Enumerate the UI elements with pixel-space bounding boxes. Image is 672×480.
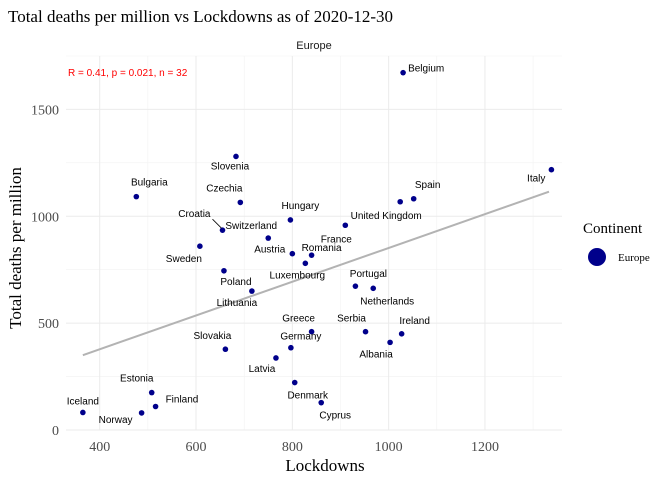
point-label-austria: Austria [254, 245, 286, 256]
point-label-netherlands: Netherlands [360, 296, 414, 307]
y-axis-title: Total deaths per million [6, 167, 25, 329]
legend-label-europe: Europe [618, 252, 650, 264]
point-finland [152, 403, 159, 410]
point-lithuania [249, 288, 255, 294]
point-serbia [362, 328, 369, 335]
point-label-iceland: Iceland [67, 396, 99, 407]
point-sweden [197, 243, 203, 250]
point-latvia [273, 355, 279, 361]
point-greece [308, 328, 315, 335]
point-label-slovenia: Slovenia [211, 161, 250, 172]
point-estonia [148, 389, 155, 396]
point-label-bulgaria: Bulgaria [131, 178, 168, 189]
point-label-estonia: Estonia [120, 374, 154, 385]
point-austria [289, 250, 296, 257]
point-label-denmark: Denmark [287, 391, 329, 402]
point-label-france: France [321, 234, 353, 245]
point-poland [221, 267, 227, 274]
point-label-portugal: Portugal [350, 269, 387, 280]
point-label-united-kingdom: United Kingdom [351, 211, 422, 222]
point-bulgaria [133, 193, 140, 200]
x-tick-label: 600 [186, 440, 207, 455]
point-label-sweden: Sweden [166, 254, 202, 265]
trend-line-group [82, 190, 550, 357]
point-united-kingdom [397, 198, 403, 205]
point-label-hungary: Hungary [281, 201, 319, 212]
point-label-romania: Romania [302, 243, 342, 254]
point-slovenia [233, 153, 239, 160]
point-label-latvia: Latvia [249, 364, 276, 375]
legend-title: Continent [583, 221, 643, 237]
point-france [342, 222, 349, 229]
croatia-leader-line [212, 218, 222, 229]
point-albania [387, 339, 393, 346]
gridlines [66, 55, 562, 431]
x-tick-label: 1000 [375, 440, 403, 455]
point-label-greece: Greece [282, 314, 315, 325]
point-norway [138, 410, 145, 416]
point-slovakia [222, 346, 229, 353]
facet-strip-label: Europe [296, 40, 331, 52]
data-points [80, 69, 555, 416]
y-tick-label: 1500 [31, 103, 59, 118]
regression-line [82, 190, 550, 357]
point-label-belgium: Belgium [408, 64, 444, 75]
y-tick-label: 0 [52, 424, 59, 439]
point-belgium [400, 69, 406, 76]
x-tick-label: 1200 [471, 440, 499, 455]
legend-key-europe [588, 248, 606, 266]
point-hungary [287, 217, 294, 223]
point-label-croatia: Croatia [178, 209, 211, 220]
point-portugal [352, 283, 359, 289]
point-ireland [398, 331, 405, 337]
point-netherlands [370, 285, 377, 292]
point-label-albania: Albania [359, 349, 393, 360]
point-label-cyprus: Cyprus [319, 411, 351, 422]
point-cyprus [318, 399, 325, 406]
point-label-lithuania: Lithuania [217, 298, 258, 309]
x-axis-title: Lockdowns [285, 456, 364, 475]
point-croatia [219, 227, 226, 233]
point-label-finland: Finland [166, 394, 199, 405]
chart-title: Total deaths per million vs Lockdowns as… [8, 7, 393, 26]
point-luxembourg [302, 260, 309, 267]
point-denmark [291, 379, 298, 386]
point-czechia [237, 199, 244, 206]
y-tick-label: 500 [38, 317, 59, 332]
axis-ticks: 400 600 800 1000 1200 0 500 1000 1500 [31, 103, 499, 455]
x-tick-label: 800 [282, 440, 303, 455]
point-label-spain: Spain [415, 180, 441, 191]
point-label-slovakia: Slovakia [193, 331, 231, 342]
legend: Continent Europe [583, 221, 650, 266]
point-label-luxembourg: Luxembourg [270, 270, 326, 281]
point-label-serbia: Serbia [337, 314, 366, 325]
point-spain [410, 195, 417, 202]
point-label-norway: Norway [99, 415, 133, 426]
point-iceland [80, 409, 86, 416]
point-italy [548, 166, 555, 173]
point-label-poland: Poland [220, 277, 251, 288]
point-label-italy: Italy [527, 174, 545, 185]
point-label-switzerland: Switzerland [225, 221, 277, 232]
point-label-germany: Germany [280, 332, 321, 343]
point-label-czechia: Czechia [206, 183, 243, 194]
correlation-annotation: R = 0.41, p = 0.021, n = 32 [68, 68, 188, 79]
point-label-ireland: Ireland [399, 316, 430, 327]
y-tick-label: 1000 [31, 210, 59, 225]
point-switzerland [265, 235, 272, 241]
x-tick-label: 400 [89, 440, 110, 455]
point-romania [308, 252, 315, 258]
point-germany [288, 344, 294, 351]
point-labels: Belgium Slovenia Italy Bulgaria Spain Czechia… [67, 64, 546, 426]
